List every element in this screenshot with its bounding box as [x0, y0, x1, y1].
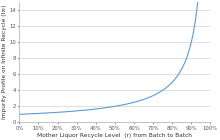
X-axis label: Mother Liquor Recycle Level  (r) from Batch to Batch: Mother Liquor Recycle Level (r) from Bat… [37, 133, 192, 138]
Y-axis label: Impurity Profile on Infinite Recycle (I∞): Impurity Profile on Infinite Recycle (I∞… [2, 5, 7, 119]
